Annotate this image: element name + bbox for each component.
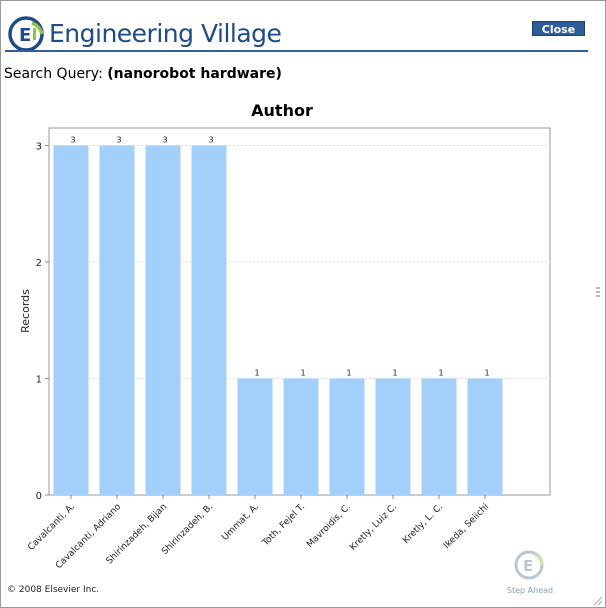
y-axis-label: Records <box>19 289 32 333</box>
copyright-text: © 2008 Elsevier Inc. <box>7 585 100 595</box>
data-label: 3 <box>116 135 121 144</box>
data-label: 1 <box>346 368 351 377</box>
bar <box>145 145 181 495</box>
x-tick-label: Mavroidis, C. <box>305 502 353 550</box>
x-tick-label: Ikeda, Seiichi <box>442 502 491 551</box>
header-divider <box>5 50 588 52</box>
y-tick-label: 2 <box>36 258 42 269</box>
chart-title: Author <box>251 101 313 120</box>
svg-text:E: E <box>19 25 31 46</box>
bar <box>191 145 227 495</box>
data-label: 3 <box>70 135 75 144</box>
search-query-label: Search Query: <box>4 66 103 82</box>
data-label: 1 <box>300 368 305 377</box>
bar <box>375 378 411 495</box>
search-query: Search Query: (nanorobot hardware) <box>4 66 282 82</box>
svg-text:E: E <box>523 557 533 575</box>
data-label: 1 <box>438 368 443 377</box>
data-label: 1 <box>484 368 489 377</box>
logo-text: Engineering Village <box>49 19 282 48</box>
y-tick-label: 1 <box>36 374 42 385</box>
window-edge-grip[interactable] <box>595 287 601 301</box>
x-tick-label: Kretly, Luiz C. <box>348 502 399 553</box>
bar <box>53 145 89 495</box>
x-tick-label: Cavalcanti, A. <box>26 502 77 553</box>
header: E Engineering Village <box>7 13 591 55</box>
bar <box>329 378 365 495</box>
data-label: 1 <box>392 368 397 377</box>
engineering-village-logo-icon: E <box>8 16 44 52</box>
search-query-value: (nanorobot hardware) <box>107 66 282 82</box>
y-tick-label: 0 <box>36 491 42 502</box>
data-label: 3 <box>162 135 167 144</box>
bar <box>237 378 273 495</box>
bar <box>421 378 457 495</box>
y-tick-label: 3 <box>36 141 42 152</box>
close-button[interactable]: Close <box>532 21 585 36</box>
step-ahead-logo-icon: E <box>514 550 544 580</box>
x-tick-label: Kretly, L. C. <box>401 502 445 546</box>
x-tick-label: Toth, Fejel T. <box>260 502 307 549</box>
resize-grip-icon[interactable] <box>591 594 603 606</box>
bar <box>283 378 319 495</box>
x-tick-label: Ummat, A. <box>220 502 261 543</box>
bar <box>99 145 135 495</box>
step-ahead-label: Step Ahead <box>506 586 554 595</box>
x-tick-label: Shirinzadeh, B. <box>160 502 215 557</box>
data-label: 3 <box>208 135 213 144</box>
data-label: 1 <box>254 368 259 377</box>
bar <box>467 378 503 495</box>
